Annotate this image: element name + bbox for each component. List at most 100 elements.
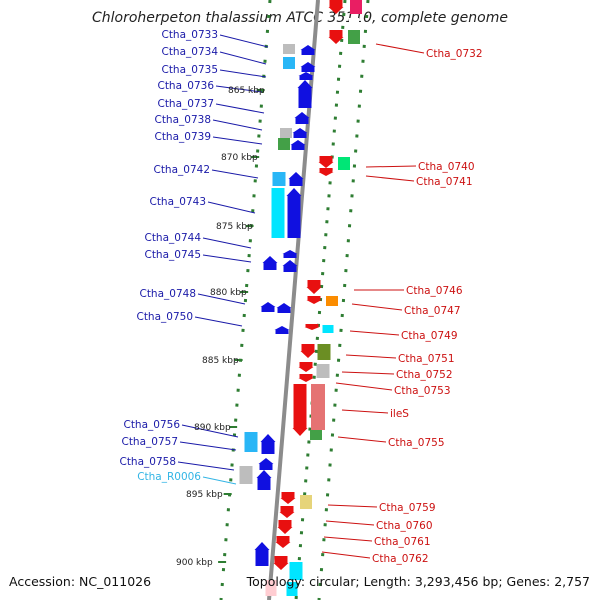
- leader-line: [215, 103, 265, 114]
- forward-gene: [300, 45, 316, 55]
- kbp-tick-label: 900 kbp: [176, 558, 213, 568]
- leader-line: [365, 165, 417, 168]
- reverse-gene: [318, 156, 334, 168]
- cds-box-green: [338, 157, 350, 170]
- map-title: Chloroherpeton thalassium ATCC 35110, co…: [92, 10, 508, 26]
- gene-label-left: Ctha_0756: [123, 419, 180, 431]
- leader-line: [212, 136, 263, 145]
- topology-text: Topology: circular; Length: 3,293,456 bp…: [246, 574, 590, 589]
- cds-box-grey: [239, 466, 253, 484]
- gene-label-left: Ctha_0738: [154, 114, 211, 126]
- reverse-gene: [318, 168, 334, 176]
- reverse-gene: [306, 296, 322, 304]
- forward-gene: [300, 62, 316, 72]
- gene-label-left: Ctha_0758: [119, 456, 176, 468]
- leader-line: [337, 436, 387, 443]
- gene-label-right: Ctha_0747: [404, 305, 461, 317]
- gene-label-right: Ctha_0755: [388, 437, 445, 449]
- gene-label-right: ileS: [390, 408, 409, 420]
- cds-box-cyan: [283, 57, 295, 69]
- cds-box-cyan: [289, 562, 303, 580]
- dotted-track-2: [317, 0, 370, 600]
- reverse-gene: [292, 384, 308, 436]
- cds-box-cyan: [244, 432, 258, 452]
- forward-gene: [298, 72, 314, 80]
- leader-line: [219, 69, 267, 78]
- gene-label-left: Ctha_0757: [121, 436, 178, 448]
- forward-gene: [260, 434, 276, 454]
- forward-gene: [294, 112, 310, 124]
- leader-line: [341, 371, 395, 375]
- forward-gene: [286, 188, 302, 238]
- gene-label-left: Ctha_0748: [139, 288, 196, 300]
- kbp-tick-label: 885 kbp: [202, 356, 239, 366]
- dotted-track-0: [219, 0, 272, 600]
- leader-line: [365, 175, 415, 182]
- label-leader-lines: [177, 34, 425, 559]
- cds-box-cyan: [322, 325, 334, 333]
- gene-features: [239, 0, 362, 596]
- leader-line: [327, 504, 378, 508]
- reverse-gene: [298, 374, 314, 382]
- reverse-gene: [275, 536, 291, 548]
- gene-label-left: Ctha_0739: [154, 131, 211, 143]
- forward-gene: [297, 80, 313, 108]
- cds-box-salmon: [311, 384, 325, 430]
- cds-box-grey: [316, 364, 330, 378]
- gene-label-left: Ctha_0742: [153, 164, 210, 176]
- leader-line: [323, 536, 373, 542]
- leader-line: [351, 303, 403, 311]
- leader-line: [345, 354, 397, 359]
- kbp-tick-label: 880 kbp: [210, 288, 247, 298]
- gene-label-left: Ctha_0745: [144, 249, 201, 261]
- gene-label-right: Ctha_0741: [416, 176, 473, 188]
- gene-label-right: Ctha_0759: [379, 502, 436, 514]
- leader-line: [349, 330, 400, 336]
- leader-line: [341, 409, 389, 414]
- kbp-tick-labels: 865 kbp 870 kbp 875 kbp 880 kbp 885 kbp 890 k…: [176, 86, 265, 568]
- leader-line: [177, 461, 235, 471]
- kbp-tick-label: 895 kbp: [186, 490, 223, 500]
- gene-label-right: Ctha_0760: [376, 520, 433, 532]
- leader-line: [181, 424, 239, 438]
- leader-line: [325, 520, 375, 526]
- cds-box-grey: [283, 44, 295, 54]
- forward-gene: [274, 326, 290, 334]
- gene-labels: Ctha_0733 Ctha_0734 Ctha_0735 Ctha_0736 Ctha…: [119, 29, 482, 565]
- leader-line: [202, 254, 252, 263]
- gene-label-left: Ctha_0743: [149, 196, 206, 208]
- gene-label-left: Ctha_0744: [144, 232, 201, 244]
- leader-line: [197, 293, 246, 305]
- leader-line: [335, 382, 393, 391]
- gene-label-left: Ctha_R0006: [137, 471, 201, 483]
- reverse-gene: [273, 556, 289, 570]
- forward-gene: [276, 303, 292, 313]
- gene-label-right: Ctha_0749: [401, 330, 458, 342]
- reverse-gene: [328, 0, 344, 14]
- kbp-tick-label: 890 kbp: [194, 423, 231, 433]
- forward-gene: [260, 302, 276, 312]
- cds-box-yellow: [300, 495, 312, 509]
- forward-gene: [282, 260, 298, 272]
- reverse-gene: [304, 324, 320, 330]
- forward-gene: [292, 128, 308, 138]
- leader-line: [375, 43, 425, 54]
- reverse-gene: [280, 492, 296, 504]
- cds-box-blank: [349, 18, 359, 30]
- leader-line: [219, 51, 267, 65]
- forward-gene: [288, 172, 304, 186]
- leader-line: [215, 85, 263, 93]
- reverse-gene: [277, 520, 293, 534]
- gene-label-left: Ctha_0736: [157, 80, 214, 92]
- cds-box-pink: [350, 0, 362, 14]
- kbp-tick-label: 870 kbp: [221, 153, 258, 163]
- gene-label-left: Ctha_0750: [136, 311, 193, 323]
- leader-line: [321, 551, 371, 559]
- gene-label-right: Ctha_0746: [406, 285, 463, 297]
- cds-box-orange: [326, 296, 338, 306]
- gene-label-left: Ctha_0737: [157, 98, 214, 110]
- leader-line: [211, 169, 259, 179]
- kbp-tick-label: 875 kbp: [216, 222, 253, 232]
- leader-line: [194, 316, 243, 327]
